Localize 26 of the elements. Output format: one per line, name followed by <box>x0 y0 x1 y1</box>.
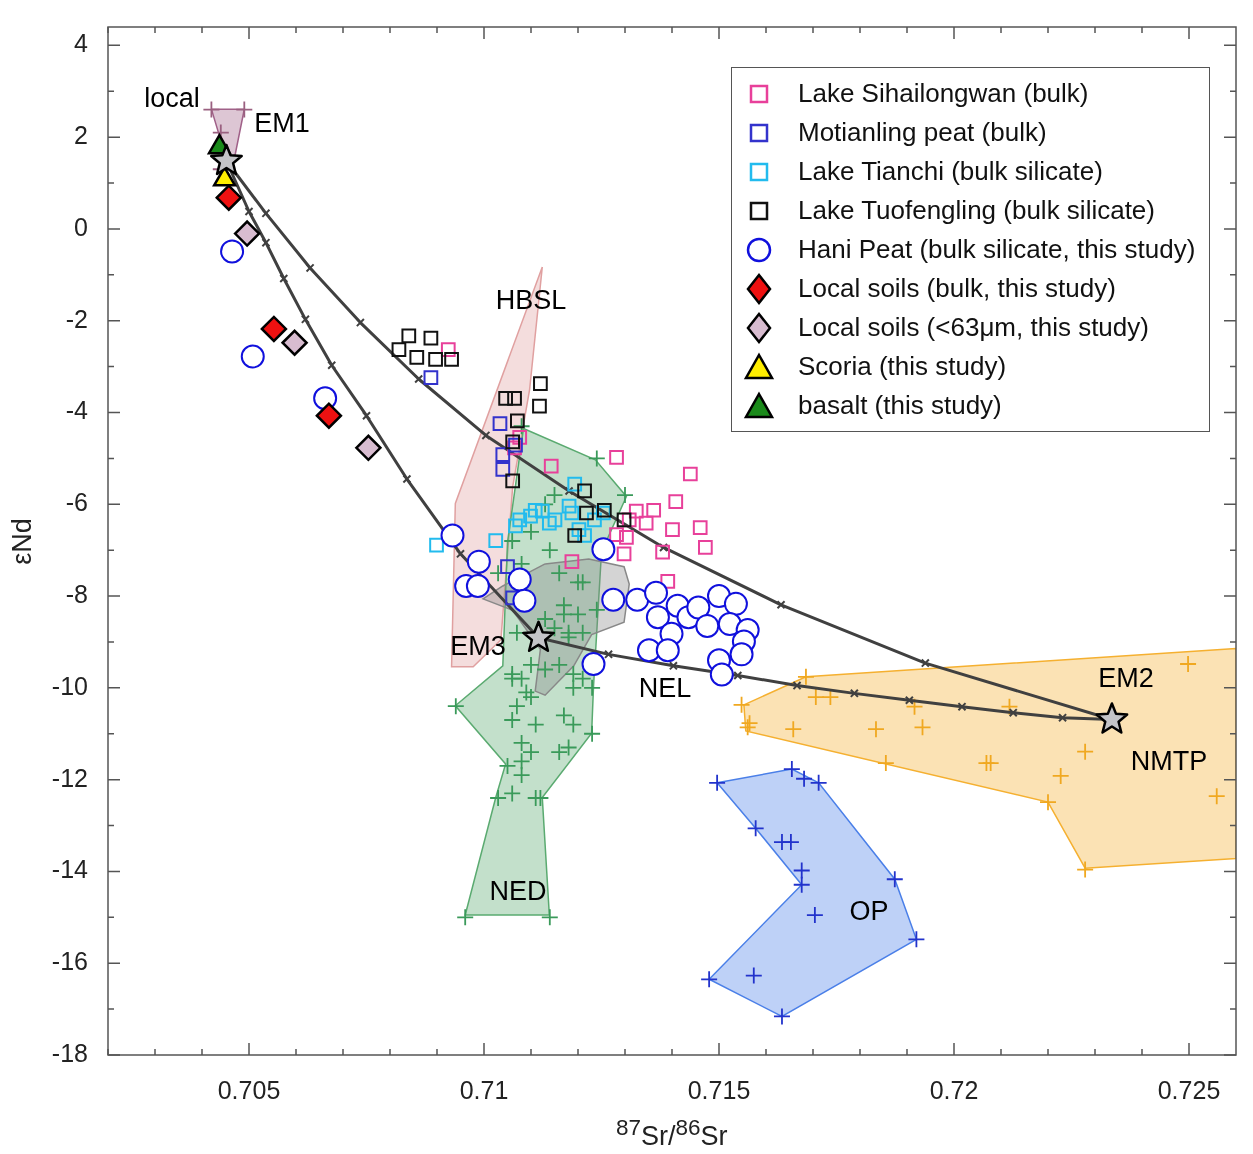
annotation: NMTP <box>1130 746 1208 777</box>
y-tick-label: -10 <box>51 671 88 700</box>
legend-label: Lake Sihailongwan (bulk) <box>798 78 1089 109</box>
y-tick-label: -2 <box>65 304 88 333</box>
y-tick-label: 2 <box>74 121 88 150</box>
y-tick-label: -8 <box>65 579 88 608</box>
annotation: NED <box>489 876 547 907</box>
x-tick-label: 0.71 <box>459 1075 509 1104</box>
x-tick-label: 0.725 <box>1157 1075 1221 1104</box>
y-tick-label: 0 <box>74 212 88 241</box>
annotation: local <box>144 83 200 114</box>
x-tick-label: 0.715 <box>687 1075 751 1104</box>
x-tick-label: 0.72 <box>929 1075 979 1104</box>
x-tick-label: 0.705 <box>217 1075 281 1104</box>
y-tick-label: 4 <box>74 29 89 58</box>
y-tick-label: -14 <box>51 855 89 884</box>
y-tick-label: -18 <box>51 1038 88 1067</box>
y-tick-label: -12 <box>51 763 88 792</box>
x-axis-title: $^{87}$Sr/$^{86}$Sr <box>616 1115 728 1152</box>
annotation: EM1 <box>254 108 310 139</box>
y-tick-label: -4 <box>65 396 89 425</box>
annotation: OP <box>849 896 889 927</box>
legend-label: Motianling peat (bulk) <box>798 117 1047 148</box>
y-axis-title: εNd <box>6 517 38 565</box>
y-tick-label: -16 <box>51 947 88 976</box>
y-tick-label: -6 <box>65 488 88 517</box>
